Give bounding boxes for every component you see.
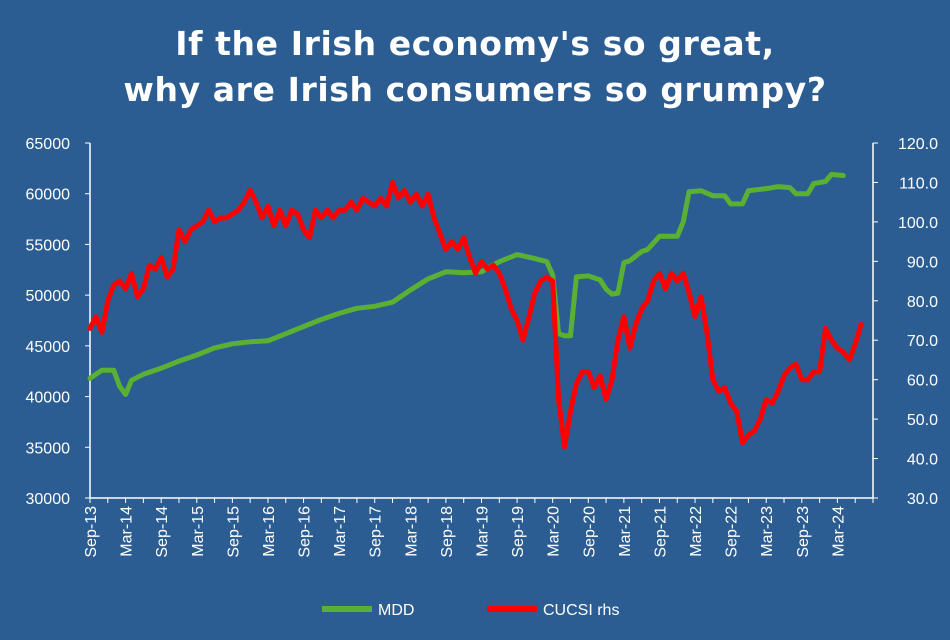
x-tick-label: Sep-17 xyxy=(368,506,385,558)
x-tick-label: Mar-18 xyxy=(403,506,420,557)
y-left-tick-label: 30000 xyxy=(26,491,71,508)
series-line-mdd xyxy=(87,171,846,397)
y-right-tick-label: 80.0 xyxy=(907,294,938,311)
x-tick-label: Mar-17 xyxy=(332,506,349,557)
y-left-tick-label: 50000 xyxy=(26,288,71,305)
y-right-tick-label: 70.0 xyxy=(907,333,938,350)
y-left-tick-label: 45000 xyxy=(26,339,71,356)
y-left-tick-label: 55000 xyxy=(26,237,71,254)
x-tick-label: Sep-18 xyxy=(439,506,456,558)
x-tick-label: Sep-23 xyxy=(795,506,812,558)
x-tick-label: Mar-23 xyxy=(759,506,776,557)
x-tick-label: Sep-14 xyxy=(154,506,171,558)
y-right-tick-label: 50.0 xyxy=(907,412,938,429)
x-tick-label: Sep-20 xyxy=(581,506,598,558)
y-right-tick-label: 90.0 xyxy=(907,254,938,271)
x-tick-label: Sep-16 xyxy=(297,506,314,558)
y-right-tick-label: 30.0 xyxy=(907,491,938,508)
x-tick-label: Sep-22 xyxy=(724,506,741,558)
x-tick-label: Mar-24 xyxy=(830,506,847,557)
x-tick-label: Mar-20 xyxy=(546,506,563,557)
y-right-tick-label: 40.0 xyxy=(907,452,938,469)
chart-title-line-2: why are Irish consumers so grumpy? xyxy=(123,70,827,109)
x-tick-label: Mar-19 xyxy=(475,506,492,557)
series-line-cucsi-rhs xyxy=(87,179,864,450)
y-right-tick-label: 120.0 xyxy=(898,136,938,153)
legend-label-mdd: MDD xyxy=(378,602,414,619)
x-tick-label: Mar-22 xyxy=(688,506,705,557)
y-right-tick-label: 60.0 xyxy=(907,373,938,390)
x-tick-label: Mar-16 xyxy=(261,506,278,557)
y-right-tick-label: 110.0 xyxy=(899,175,938,192)
y-left-tick-label: 35000 xyxy=(26,440,71,457)
x-tick-label: Mar-21 xyxy=(617,506,634,557)
legend-label-cucsi-rhs: CUCSI rhs xyxy=(543,602,619,619)
y-left-tick-label: 65000 xyxy=(26,136,71,153)
x-tick-label: Mar-15 xyxy=(190,506,207,557)
x-tick-label: Sep-15 xyxy=(225,506,242,558)
x-tick-label: Sep-19 xyxy=(510,506,527,558)
y-left-tick-label: 60000 xyxy=(26,187,71,204)
x-tick-label: Sep-21 xyxy=(652,506,669,558)
y-left-tick-label: 40000 xyxy=(26,390,71,407)
y-right-tick-label: 100.0 xyxy=(898,215,938,232)
chart-title-line-1: If the Irish economy's so great, xyxy=(175,24,775,63)
x-tick-label: Sep-13 xyxy=(83,506,100,558)
x-tick-label: Mar-14 xyxy=(119,506,136,557)
